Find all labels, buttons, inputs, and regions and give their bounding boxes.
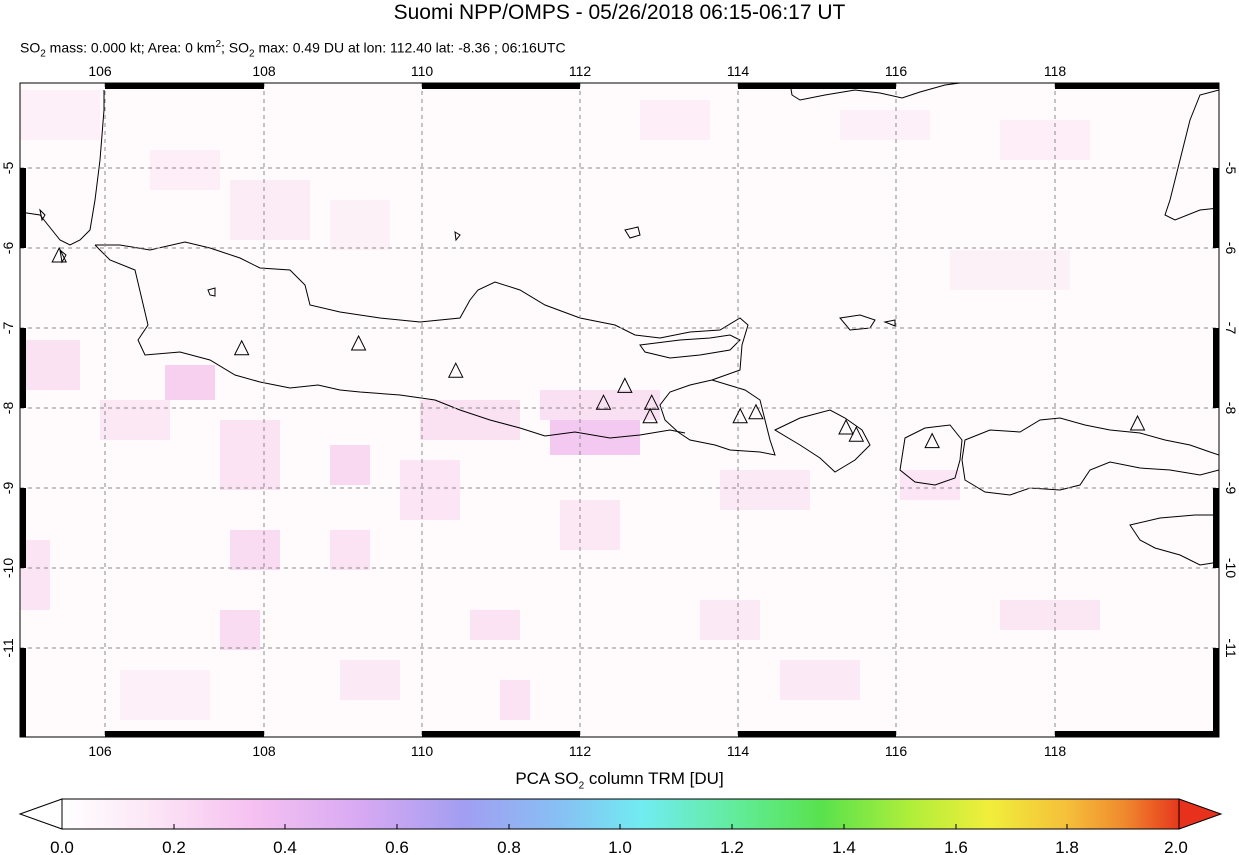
volcano-marker	[617, 377, 633, 393]
lat-tick-left: -5	[0, 162, 16, 175]
colorbar-under-arrow	[18, 798, 63, 830]
madura-coast	[639, 334, 741, 359]
volcano-marker	[838, 418, 854, 435]
lon-tick-top: 108	[252, 63, 276, 79]
lon-tick-bottom: 114	[727, 743, 750, 759]
lat-tick-left: -9	[0, 482, 16, 495]
so2-pixel-field	[20, 90, 1100, 720]
sumba-coast	[1129, 514, 1219, 566]
lombok-coast	[899, 424, 963, 486]
volcano-marker	[350, 334, 367, 351]
so2-max-label: ; SO	[221, 39, 250, 56]
colorbar: 0.0 0.2 0.4 0.6 0.8 1.0 1.2 1.4 1.6 1.8 …	[18, 798, 1223, 855]
colorbar-tick-label: 0.4	[273, 838, 297, 855]
colorbar-tick-label: 1.0	[608, 838, 632, 855]
colorbar-tick-marks	[61, 824, 1180, 829]
lon-tick-bottom: 118	[1044, 743, 1067, 759]
kangean-islands	[839, 314, 896, 331]
lon-tick-top: 118	[1044, 63, 1067, 79]
lon-tick-top: 114	[727, 63, 750, 79]
lat-tick-right: -11	[1223, 638, 1239, 657]
lon-tick-bottom: 110	[411, 743, 434, 759]
volcano-marker	[233, 339, 250, 356]
bali-coast	[773, 409, 871, 473]
volcano-marker	[848, 426, 865, 442]
colorbar-tick-label: 0.8	[497, 838, 521, 855]
lat-tick-labels-right: -5 -6 -7 -8 -9 -10 -11	[1223, 162, 1239, 658]
map-frame	[19, 82, 1220, 738]
colorbar-title-subscript: 2	[578, 780, 585, 792]
lat-tick-left: -10	[0, 558, 16, 578]
map-title: Suomi NPP/OMPS - 05/26/2018 06:15-06:17 …	[393, 1, 846, 24]
lon-tick-bottom: 108	[252, 743, 276, 759]
colorbar-tick-label: 0.6	[385, 838, 409, 855]
bawean-island	[624, 226, 641, 239]
coastlines	[20, 83, 1219, 566]
colorbar-title: PCA SO2 column TRM [DU]	[0, 768, 1239, 797]
so2-subscript: 2	[40, 48, 46, 60]
lat-tick-right: -8	[1223, 402, 1239, 415]
lat-tick-left: -8	[0, 402, 16, 415]
lat-tick-right: -6	[1223, 242, 1239, 255]
lon-tick-top: 106	[88, 63, 112, 79]
km-superscript: 2	[215, 39, 221, 50]
lon-tick-top: 116	[885, 63, 908, 79]
colorbar-tick-label: 1.8	[1055, 838, 1079, 855]
colorbar-title-prefix: PCA SO	[515, 769, 579, 788]
volcano-marker	[1129, 414, 1146, 431]
lat-tick-right: -7	[1223, 322, 1239, 335]
volcano-marker	[732, 407, 748, 424]
colorbar-tick-label: 2.0	[1164, 838, 1188, 855]
colorbar-tick-label: 0.0	[50, 838, 74, 855]
max-location-text: max: 0.49 DU at lon: 112.40 lat: -8.36 ;…	[254, 39, 566, 56]
java-coast	[94, 241, 776, 456]
volcano-marker	[642, 407, 658, 424]
sumbawa-coast	[961, 417, 1219, 496]
lat-tick-right: -5	[1223, 162, 1239, 175]
colorbar-tick-labels: 0.0 0.2 0.4 0.6 0.8 1.0 1.2 1.4 1.6 1.8 …	[50, 838, 1188, 855]
colorbar-title-suffix: column TRM [DU]	[584, 769, 724, 788]
colorbar-tick-label: 1.2	[720, 838, 744, 855]
volcano-marker	[447, 362, 464, 378]
borneo-coast	[789, 83, 961, 101]
volcano-markers	[51, 246, 1146, 449]
lon-tick-top: 112	[569, 63, 592, 79]
map-subtitle: SO2 mass: 0.000 kt; Area: 0 km2; SO2 max…	[20, 36, 566, 63]
volcano-marker	[924, 432, 940, 449]
so2-label: SO	[20, 39, 41, 56]
lat-tick-right: -9	[1223, 482, 1239, 495]
volcano-marker	[748, 403, 764, 420]
volcano-marker	[595, 394, 612, 410]
lon-tick-top: 110	[411, 63, 434, 79]
sulawesi-coast	[1164, 89, 1219, 221]
lat-tick-labels-left: -5 -6 -7 -8 -9 -10 -11	[0, 162, 16, 658]
mass-area-text: mass: 0.000 kt; Area: 0 km	[45, 39, 216, 56]
sumatra-coast	[20, 90, 105, 246]
volcano-marker	[51, 246, 67, 263]
lat-tick-right: -10	[1223, 558, 1239, 578]
lat-tick-left: -6	[0, 242, 16, 255]
lon-tick-bottom: 106	[88, 743, 112, 759]
colorbar-tick-label: 1.6	[944, 838, 968, 855]
so2-max-subscript: 2	[249, 48, 255, 60]
lat-tick-left: -11	[0, 638, 16, 657]
volcano-marker	[643, 394, 660, 410]
lon-tick-labels-bottom: 106 108 110 112 114 116 118	[88, 743, 1066, 759]
karimunjawa-islands	[207, 231, 461, 297]
lon-tick-bottom: 112	[569, 743, 592, 759]
lat-tick-left: -7	[0, 322, 16, 335]
colorbar-over-arrow	[1178, 798, 1223, 830]
colorbar-tick-label: 1.4	[832, 838, 856, 855]
map-gridlines	[20, 83, 1219, 737]
lon-tick-labels-top: 106 108 110 112 114 116 118	[88, 63, 1066, 79]
lon-tick-bottom: 116	[885, 743, 908, 759]
colorbar-tick-label: 0.2	[162, 838, 186, 855]
